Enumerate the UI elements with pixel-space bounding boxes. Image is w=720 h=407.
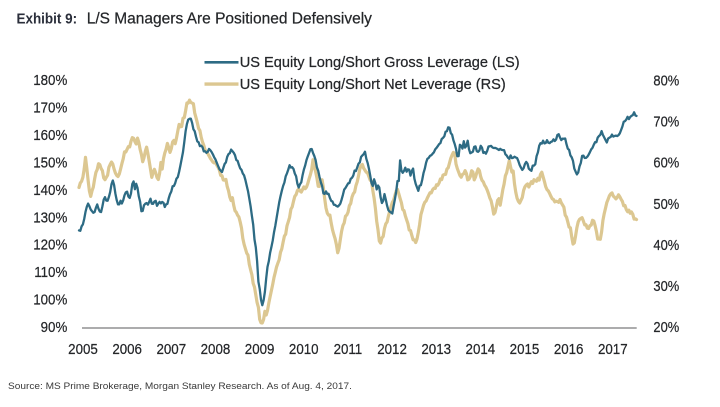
svg-text:140%: 140% <box>33 182 67 199</box>
svg-text:2005: 2005 <box>68 341 98 358</box>
svg-text:90%: 90% <box>41 319 68 336</box>
svg-text:Source: MS Prime Brokerage, Mo: Source: MS Prime Brokerage, Morgan Stanl… <box>8 381 352 392</box>
svg-text:110%: 110% <box>34 264 67 281</box>
svg-text:2014: 2014 <box>466 341 496 358</box>
svg-text:2017: 2017 <box>598 341 628 358</box>
svg-text:40%: 40% <box>653 236 679 253</box>
svg-text:US Equity Long/Short Gross Lev: US Equity Long/Short Gross Leverage (LS) <box>240 55 520 71</box>
svg-text:2011: 2011 <box>334 341 363 358</box>
svg-text:2007: 2007 <box>156 341 186 358</box>
svg-text:L/S Managers Are Positioned De: L/S Managers Are Positioned Defensively <box>87 10 372 27</box>
svg-text:2010: 2010 <box>289 341 319 358</box>
svg-text:2009: 2009 <box>245 341 275 358</box>
svg-text:2015: 2015 <box>510 341 540 358</box>
svg-text:20%: 20% <box>653 318 679 335</box>
svg-text:2016: 2016 <box>554 341 584 358</box>
svg-text:2008: 2008 <box>201 341 231 358</box>
svg-text:100%: 100% <box>33 292 67 309</box>
svg-text:50%: 50% <box>653 195 679 212</box>
svg-text:Exhibit 9:: Exhibit 9: <box>17 11 78 28</box>
svg-text:130%: 130% <box>33 209 67 226</box>
svg-text:2013: 2013 <box>421 341 451 358</box>
svg-text:150%: 150% <box>33 155 67 172</box>
svg-text:160%: 160% <box>33 127 67 144</box>
svg-text:180%: 180% <box>33 72 67 89</box>
svg-text:70%: 70% <box>653 113 679 130</box>
svg-text:30%: 30% <box>653 277 679 294</box>
svg-text:170%: 170% <box>33 100 67 117</box>
svg-text:120%: 120% <box>33 237 67 254</box>
svg-text:80%: 80% <box>653 71 679 88</box>
svg-text:2006: 2006 <box>112 341 142 358</box>
svg-text:60%: 60% <box>653 154 679 171</box>
svg-text:2012: 2012 <box>377 341 407 358</box>
svg-text:US Equity Long/Short Net Lever: US Equity Long/Short Net Leverage (RS) <box>240 77 506 93</box>
